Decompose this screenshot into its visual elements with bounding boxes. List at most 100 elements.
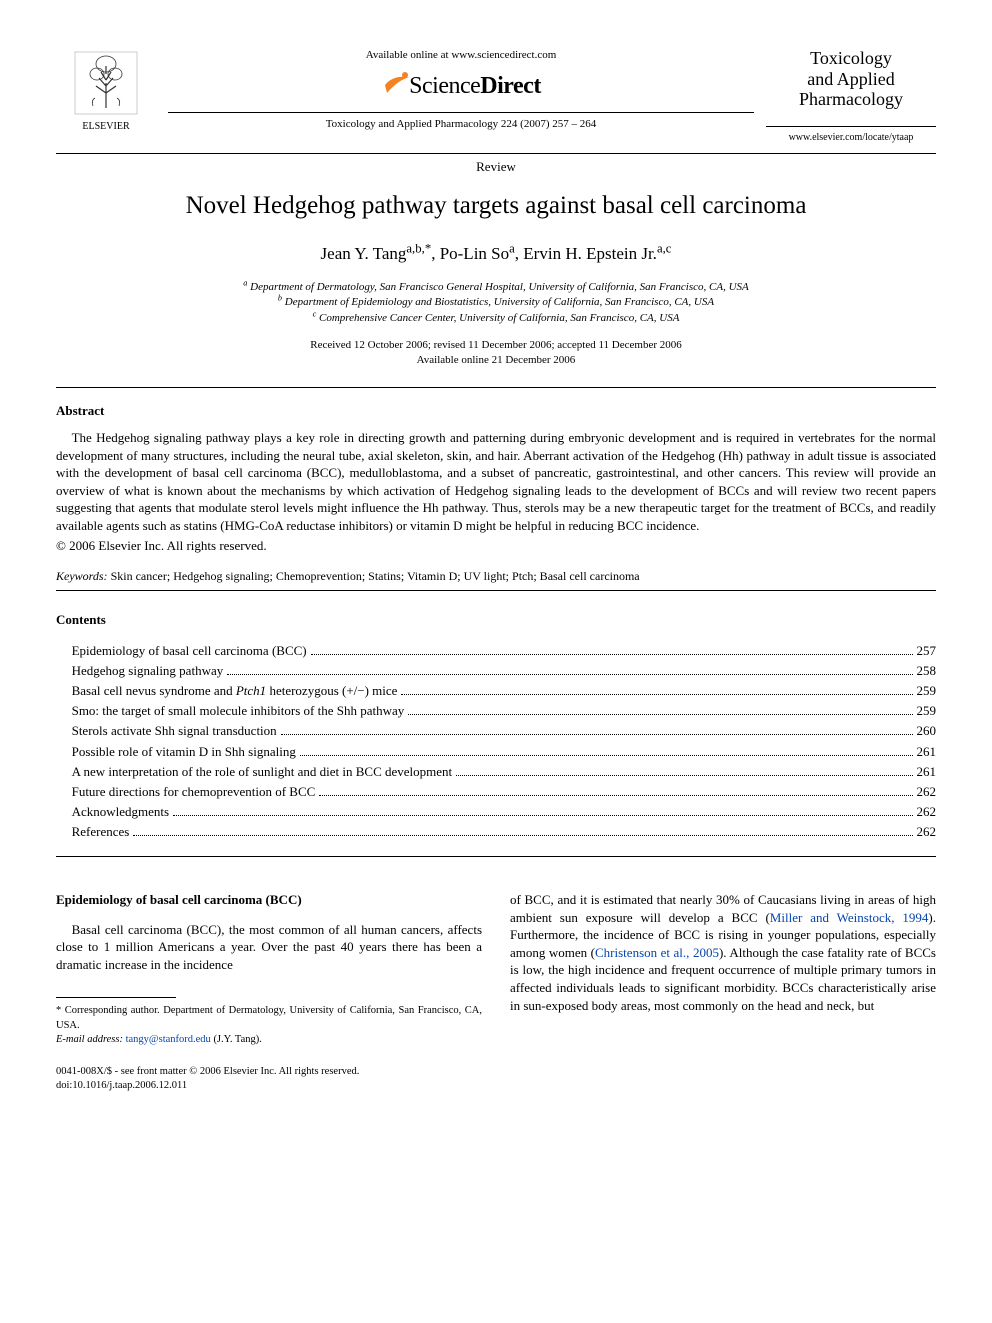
elsevier-tree-icon <box>71 48 141 118</box>
affiliation-a: Department of Dermatology, San Francisco… <box>250 281 749 293</box>
author-list: Jean Y. Tanga,b,*, Po-Lin Soa, Ervin H. … <box>56 243 936 266</box>
toc-leader <box>311 644 913 654</box>
author-2: , Po-Lin So <box>431 244 509 263</box>
toc-title-post: heterozygous (+/−) mice <box>266 683 397 698</box>
toc-leader <box>401 685 912 695</box>
contents-heading: Contents <box>56 611 936 629</box>
toc-title: Epidemiology of basal cell carcinoma (BC… <box>72 641 307 661</box>
toc-row: Smo: the target of small molecule inhibi… <box>72 701 936 721</box>
toc-page: 259 <box>917 681 937 701</box>
toc-row: Hedgehog signaling pathway 258 <box>72 661 936 681</box>
toc-row: Sterols activate Shh signal transduction… <box>72 721 936 741</box>
body-paragraph: Basal cell carcinoma (BCC), the most com… <box>56 921 482 974</box>
article-type: Review <box>56 158 936 176</box>
toc-row: Acknowledgments 262 <box>72 802 936 822</box>
footnote-rule <box>56 997 176 998</box>
toc-title: Smo: the target of small molecule inhibi… <box>72 701 405 721</box>
citation-line: Toxicology and Applied Pharmacology 224 … <box>168 117 754 132</box>
toc-leader <box>133 826 912 836</box>
toc-row: References 262 <box>72 822 936 842</box>
column-left: Epidemiology of basal cell carcinoma (BC… <box>56 891 482 1092</box>
abstract-body: The Hedgehog signaling pathway plays a k… <box>56 429 936 534</box>
toc-row: Basal cell nevus syndrome and Ptch1 hete… <box>72 681 936 701</box>
keywords-bottom-rule <box>56 590 936 591</box>
toc-page: 260 <box>917 721 937 741</box>
toc-leader <box>173 806 912 816</box>
keywords-line: Keywords: Skin cancer; Hedgehog signalin… <box>56 568 936 584</box>
toc-page: 262 <box>917 802 937 822</box>
article-dates: Received 12 October 2006; revised 11 Dec… <box>56 338 936 369</box>
journal-url: www.elsevier.com/locate/ytaap <box>766 131 936 145</box>
footer-doi-line: doi:10.1016/j.taap.2006.12.011 <box>56 1079 482 1093</box>
available-online-text: Available online at www.sciencedirect.co… <box>168 48 754 63</box>
journal-name-l1: Toxicology <box>810 48 892 68</box>
journal-rule <box>766 126 936 127</box>
toc-title: A new interpretation of the role of sunl… <box>72 762 453 782</box>
footer-issn-line: 0041-008X/$ - see front matter © 2006 El… <box>56 1065 482 1079</box>
toc-leader <box>227 665 912 675</box>
header-rule <box>168 112 754 113</box>
footnotes: * Corresponding author. Department of De… <box>56 1004 482 1047</box>
footer-metadata: 0041-008X/$ - see front matter © 2006 El… <box>56 1065 482 1092</box>
toc-page: 262 <box>917 822 937 842</box>
toc-row: Epidemiology of basal cell carcinoma (BC… <box>72 641 936 661</box>
toc-title: Sterols activate Shh signal transduction <box>72 721 277 741</box>
affiliation-b: Department of Epidemiology and Biostatis… <box>285 296 714 308</box>
toc-page: 262 <box>917 782 937 802</box>
toc-title: Future directions for chemoprevention of… <box>72 782 316 802</box>
journal-name-l3: Pharmacology <box>799 89 903 109</box>
header-center: Available online at www.sciencedirect.co… <box>156 48 766 132</box>
email-attribution: (J.Y. Tang). <box>213 1034 261 1045</box>
journal-title-block: Toxicology and Applied Pharmacology www.… <box>766 48 936 145</box>
author-1-aff: a,b, <box>406 241 424 255</box>
column-right: of BCC, and it is estimated that nearly … <box>510 891 936 1092</box>
toc-title: Acknowledgments <box>72 802 169 822</box>
toc-leader <box>281 725 913 735</box>
email-line: E-mail address: tangy@stanford.edu (J.Y.… <box>56 1033 482 1047</box>
toc-row: Possible role of vitamin D in Shh signal… <box>72 742 936 762</box>
keywords-label: Keywords: <box>56 569 108 583</box>
paper-header: ELSEVIER Available online at www.science… <box>56 48 936 145</box>
sciencedirect-logo: ScienceDirect <box>168 67 754 102</box>
corresponding-author-note: * Corresponding author. Department of De… <box>56 1004 482 1032</box>
toc-leader <box>408 705 912 715</box>
header-bottom-rule <box>56 153 936 154</box>
email-address[interactable]: tangy@stanford.edu <box>126 1034 211 1045</box>
abstract-copyright: © 2006 Elsevier Inc. All rights reserved… <box>56 537 936 555</box>
sd-logo-science: Science <box>409 73 480 99</box>
citation-link[interactable]: Miller and Weinstock, 1994 <box>770 910 929 925</box>
toc-page: 258 <box>917 661 937 681</box>
toc-title-pre: Basal cell nevus syndrome and <box>72 683 236 698</box>
author-1: Jean Y. Tang <box>321 244 407 263</box>
publisher-logo-block: ELSEVIER <box>56 48 156 134</box>
dates-line-1: Received 12 October 2006; revised 11 Dec… <box>310 339 682 351</box>
article-title: Novel Hedgehog pathway targets against b… <box>56 189 936 223</box>
keywords-list: Skin cancer; Hedgehog signaling; Chemopr… <box>111 569 640 583</box>
journal-name-l2: and Applied <box>807 69 895 89</box>
toc-leader <box>456 765 912 775</box>
contents-bottom-rule <box>56 856 936 857</box>
publisher-label: ELSEVIER <box>56 120 156 134</box>
toc-row: Future directions for chemoprevention of… <box>72 782 936 802</box>
sd-logo-direct: Direct <box>480 73 541 99</box>
body-paragraph: of BCC, and it is estimated that nearly … <box>510 891 936 1014</box>
toc-leader <box>300 745 913 755</box>
abstract-text: The Hedgehog signaling pathway plays a k… <box>56 429 936 534</box>
toc-title: Possible role of vitamin D in Shh signal… <box>72 742 296 762</box>
citation-link[interactable]: Christenson et al., 2005 <box>595 945 719 960</box>
author-3-aff: a,c <box>657 241 672 255</box>
abstract-top-rule <box>56 387 936 388</box>
toc-row: A new interpretation of the role of sunl… <box>72 762 936 782</box>
toc-page: 261 <box>917 742 937 762</box>
body-columns: Epidemiology of basal cell carcinoma (BC… <box>56 891 936 1092</box>
toc-page: 261 <box>917 762 937 782</box>
dates-line-2: Available online 21 December 2006 <box>417 354 576 366</box>
table-of-contents: Epidemiology of basal cell carcinoma (BC… <box>72 641 936 842</box>
affiliation-c: Comprehensive Cancer Center, University … <box>319 312 679 324</box>
abstract-heading: Abstract <box>56 402 936 420</box>
section-heading: Epidemiology of basal cell carcinoma (BC… <box>56 891 482 909</box>
email-label: E-mail address: <box>56 1034 123 1045</box>
toc-title: Basal cell nevus syndrome and Ptch1 hete… <box>72 681 398 701</box>
toc-page: 259 <box>917 701 937 721</box>
toc-title: References <box>72 822 130 842</box>
